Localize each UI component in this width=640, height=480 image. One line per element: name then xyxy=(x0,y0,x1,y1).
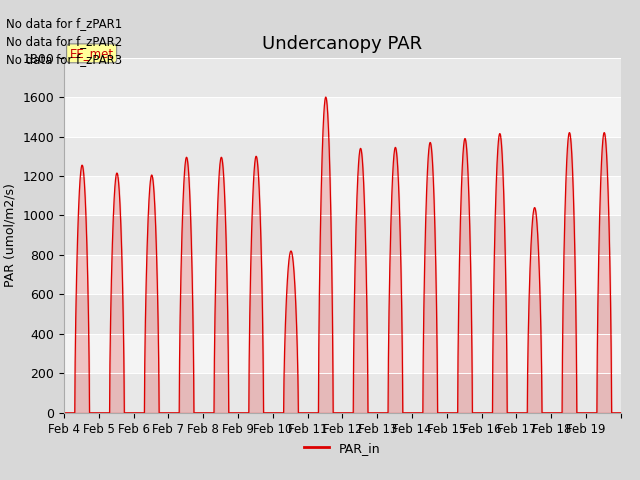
Bar xyxy=(64,294,621,334)
Text: EE_met: EE_met xyxy=(70,47,114,60)
Text: No data for f_zPAR3: No data for f_zPAR3 xyxy=(6,53,122,66)
Bar xyxy=(64,255,621,294)
Bar xyxy=(64,136,621,176)
Legend: PAR_in: PAR_in xyxy=(299,437,386,460)
Text: No data for f_zPAR2: No data for f_zPAR2 xyxy=(6,35,123,48)
Title: Undercanopy PAR: Undercanopy PAR xyxy=(262,35,422,53)
Y-axis label: PAR (umol/m2/s): PAR (umol/m2/s) xyxy=(4,183,17,287)
Text: No data for f_zPAR1: No data for f_zPAR1 xyxy=(6,17,123,30)
Bar xyxy=(64,216,621,255)
Bar xyxy=(64,97,621,136)
Bar xyxy=(64,176,621,216)
Bar xyxy=(64,334,621,373)
Bar xyxy=(64,58,621,97)
Bar xyxy=(64,373,621,413)
